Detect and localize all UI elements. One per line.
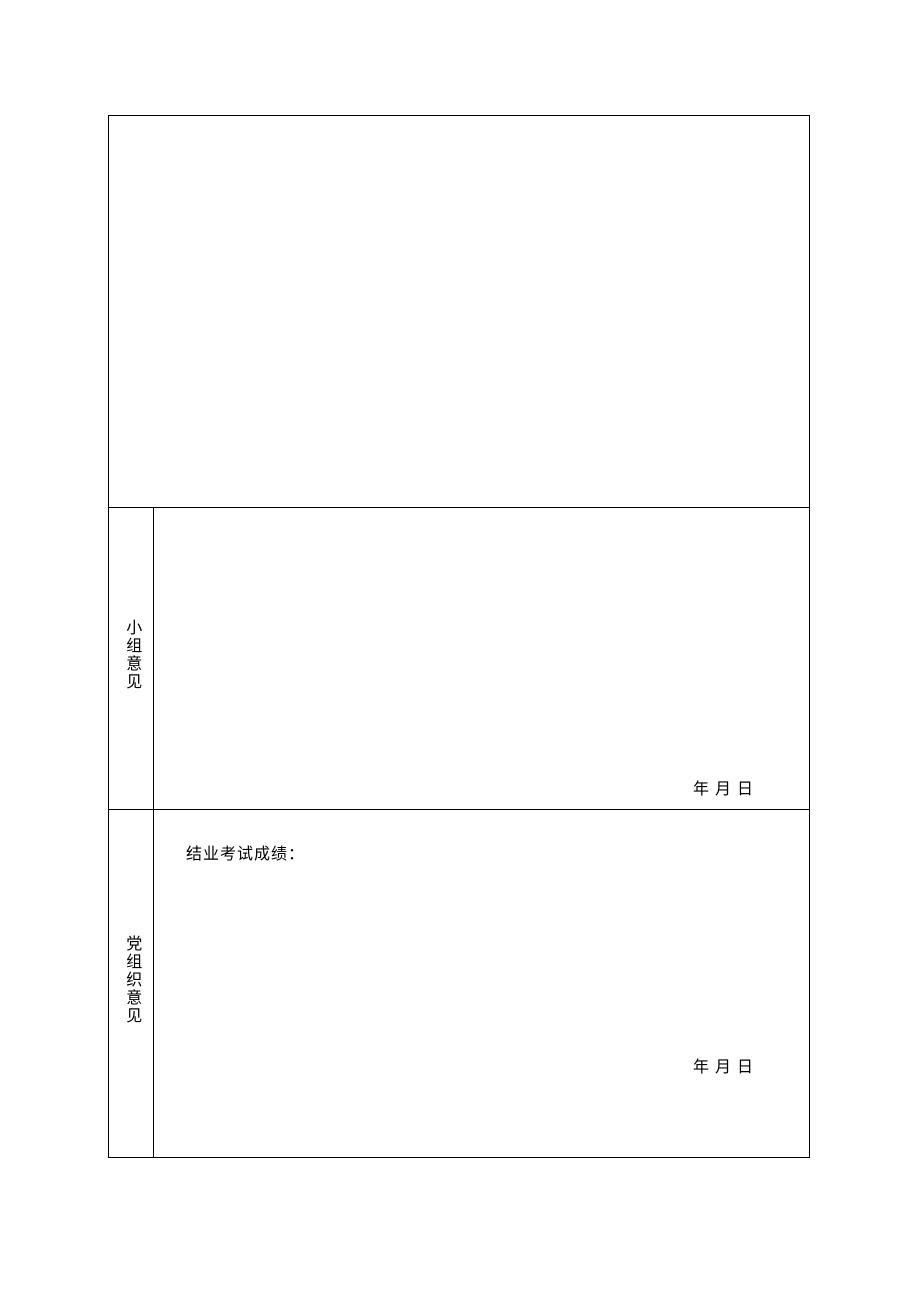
content-group-opinion: 年 月 日 bbox=[154, 508, 810, 810]
form-container: 小组意见 年 月 日 党组织意见 结业考试成绩： 年 月 日 bbox=[108, 115, 810, 1157]
label-group-opinion: 小组意见 bbox=[109, 508, 154, 810]
label-group-opinion-text: 小组意见 bbox=[120, 619, 142, 691]
row-party-opinion: 党组织意见 结业考试成绩： 年 月 日 bbox=[109, 810, 810, 1158]
row-top bbox=[109, 116, 810, 508]
date-group-opinion: 年 月 日 bbox=[693, 775, 754, 799]
exam-score-label: 结业考试成绩： bbox=[186, 840, 305, 864]
label-party-opinion: 党组织意见 bbox=[109, 810, 154, 1158]
form-table: 小组意见 年 月 日 党组织意见 结业考试成绩： 年 月 日 bbox=[108, 115, 810, 1158]
date-party-opinion: 年 月 日 bbox=[693, 1053, 754, 1077]
row-group-opinion: 小组意见 年 月 日 bbox=[109, 508, 810, 810]
top-blank-cell bbox=[109, 116, 810, 508]
label-party-opinion-text: 党组织意见 bbox=[120, 935, 142, 1025]
content-party-opinion: 结业考试成绩： 年 月 日 bbox=[154, 810, 810, 1158]
